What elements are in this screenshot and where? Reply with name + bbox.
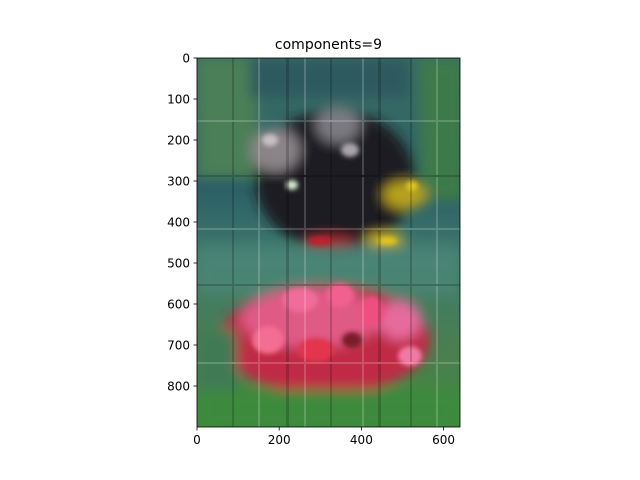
- chart-title: components=9: [275, 37, 382, 53]
- image-streaks: [197, 58, 460, 427]
- image-streak: [197, 228, 460, 230]
- image-streak: [378, 58, 381, 427]
- image-streak: [436, 58, 438, 427]
- image-streak: [362, 58, 364, 427]
- y-tick-label: 0: [182, 51, 190, 65]
- image-streak: [197, 284, 460, 286]
- image-streak: [286, 58, 289, 427]
- image-region-yellow-right: [383, 181, 427, 209]
- y-tick-label: 800: [167, 379, 190, 393]
- image-flower-shadow: [342, 332, 362, 348]
- image-subject-highlight: [377, 237, 397, 245]
- image-flower-highlight: [282, 288, 318, 312]
- image-subject-highlight: [262, 134, 278, 146]
- image-detail: [252, 134, 422, 366]
- image-streak: [197, 175, 460, 177]
- image-region-grey-left: [250, 128, 300, 172]
- image-subject-highlight: [341, 143, 359, 157]
- image-region-foliage-right: [420, 60, 460, 200]
- y-tick-label: 600: [167, 297, 190, 311]
- image-flower-highlight: [326, 283, 354, 307]
- y-tick-label: 300: [167, 174, 190, 188]
- y-tick-label: 700: [167, 338, 190, 352]
- x-tick-label: 600: [432, 433, 455, 447]
- image-flower-highlight: [398, 346, 422, 366]
- image-flower-highlight: [252, 326, 284, 354]
- image-streak: [410, 58, 412, 427]
- image-flower-highlight: [298, 338, 334, 362]
- image-streak: [304, 58, 306, 427]
- image-subject-highlight: [286, 180, 298, 190]
- image-subject-highlight: [406, 181, 418, 191]
- reconstructed-image: [197, 58, 460, 427]
- x-tick-label: 0: [193, 433, 201, 447]
- y-tick-label: 400: [167, 215, 190, 229]
- image-flower-highlight: [360, 296, 384, 328]
- image-texture: [197, 58, 460, 427]
- image-streak: [197, 120, 460, 122]
- x-tick-label: 400: [350, 433, 373, 447]
- y-tick-label: 500: [167, 256, 190, 270]
- axes-frame: [196, 57, 461, 428]
- image-streak: [258, 58, 260, 427]
- image-streak: [197, 362, 460, 364]
- image-streak: [330, 58, 332, 427]
- y-tick-label: 100: [167, 92, 190, 106]
- image-region-grey-top: [316, 107, 360, 143]
- y-axis: 0 100 200 300 400 500 600 700 800: [167, 51, 197, 393]
- image-subject-highlight: [308, 237, 332, 245]
- image-region-ground: [197, 390, 460, 427]
- image-region-pink-right: [378, 300, 422, 340]
- x-axis: 0 200 400 600: [193, 427, 455, 447]
- image-region-top-band: [250, 58, 410, 98]
- image-region-foliage-left: [197, 58, 257, 178]
- y-tick-label: 200: [167, 133, 190, 147]
- x-tick-label: 200: [268, 433, 291, 447]
- image-streak: [232, 58, 234, 427]
- image-region-lower-left: [197, 330, 237, 390]
